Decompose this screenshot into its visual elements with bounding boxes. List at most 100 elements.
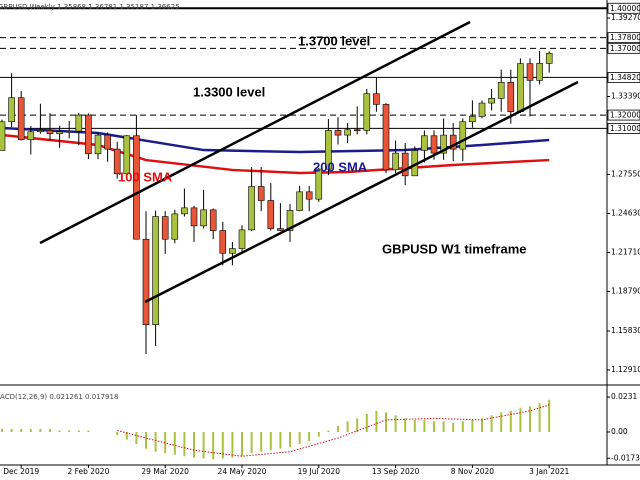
- macd-bar: [49, 428, 51, 433]
- candle-body: [27, 131, 35, 141]
- candle-body: [257, 186, 265, 201]
- candle-body: [545, 53, 553, 64]
- level-label-box: [607, 42, 640, 54]
- level-label-box: [607, 109, 640, 121]
- candle-body: [17, 97, 25, 141]
- macd-bar: [413, 419, 416, 433]
- macd-bar: [87, 430, 90, 433]
- candle-body: [382, 104, 390, 171]
- candle-body: [536, 63, 543, 81]
- macd-bar: [241, 432, 243, 457]
- candle-body: [296, 191, 303, 211]
- sma-label: 200 SMA: [313, 159, 368, 174]
- candle-body: [459, 121, 467, 150]
- candle-body: [238, 229, 246, 249]
- y-tick-label: 1.39270: [611, 13, 640, 22]
- candle-body: [497, 82, 505, 99]
- candle-body: [190, 207, 198, 227]
- y-tick-label: 1.24630: [611, 208, 640, 217]
- x-tick-label: 24 May 2020: [218, 467, 267, 476]
- macd-bar: [260, 432, 263, 452]
- macd-bar: [298, 432, 301, 445]
- level-label: 1.32000: [610, 111, 640, 120]
- candle-body: [0, 121, 6, 151]
- macd-bar: [221, 432, 224, 459]
- macd-bar: [365, 413, 368, 433]
- macd-bar: [337, 425, 339, 433]
- candle-body: [85, 114, 92, 155]
- macd-bar: [20, 428, 23, 433]
- candle-body: [181, 207, 188, 215]
- candle-body: [334, 130, 342, 136]
- candle-body: [171, 213, 179, 240]
- macd-bar: [10, 428, 13, 433]
- macd-bar: [164, 432, 167, 454]
- candle-body: [277, 228, 284, 231]
- level-label: 1.31000: [610, 124, 640, 133]
- y-tick-label: 1.18790: [611, 286, 640, 295]
- x-tick-label: 29 Mar 2020: [141, 467, 189, 476]
- candle-body: [104, 134, 111, 150]
- macd-bar: [490, 415, 493, 433]
- level-label: 1.37000: [610, 44, 640, 53]
- level-label: 1.34820: [610, 73, 640, 82]
- candle-body: [315, 168, 323, 200]
- candle-body: [353, 129, 361, 132]
- chart-title: GBPUSD,Weekly 1.35868 1.36781 1.35187 1.…: [0, 3, 180, 11]
- candle-body: [488, 98, 495, 104]
- candle-body: [123, 135, 131, 175]
- y-tick-label: 1.12910: [611, 365, 640, 374]
- macd-signal: [117, 404, 550, 457]
- macd-bar: [461, 421, 464, 433]
- x-tick-label: 8 Nov 2020: [451, 467, 494, 476]
- x-tick-label: 19 Jul 2020: [298, 467, 341, 476]
- y-tick-label: 1.21710: [611, 247, 640, 256]
- macd-bar: [250, 432, 253, 454]
- candle-body: [363, 93, 371, 131]
- x-tick-label: 2 Feb 2020: [67, 467, 109, 476]
- candle-body: [469, 116, 476, 123]
- macd-bar: [500, 412, 503, 433]
- macd-bar: [308, 432, 311, 442]
- candle-body: [142, 238, 150, 325]
- macd-title: MACD(12,26,9) 0.021261 0.017918: [0, 393, 118, 401]
- level-label: 1.37800: [610, 33, 640, 42]
- macd-bar: [375, 410, 378, 433]
- x-tick-label: Dec 2019: [3, 467, 39, 476]
- macd-bar: [1, 428, 3, 433]
- macd-bar: [269, 432, 272, 451]
- level-label-box: [607, 32, 640, 44]
- candle-body: [75, 114, 83, 132]
- macd-bar: [193, 432, 195, 458]
- macd-bar: [433, 421, 435, 433]
- sma-label: 100 SMA: [118, 169, 173, 184]
- candle-body: [517, 63, 524, 113]
- x-tick-label: 13 Sep 2020: [372, 467, 420, 476]
- y-tick-label: 1.33390: [611, 92, 640, 101]
- macd-bar: [327, 430, 330, 433]
- macd-bar: [231, 432, 234, 458]
- macd-bar: [529, 406, 531, 433]
- macd-bar: [183, 432, 186, 457]
- candle-body: [56, 131, 63, 135]
- candle-body: [526, 63, 534, 81]
- y-tick-label: 1.15830: [611, 326, 640, 335]
- level-label-box: [607, 72, 640, 83]
- candle-body: [133, 135, 140, 240]
- candle-body: [94, 134, 102, 155]
- macd-bar: [39, 428, 42, 433]
- candle-body: [65, 130, 73, 133]
- candle-body: [440, 134, 447, 154]
- candle-body: [286, 210, 294, 231]
- candle-body: [449, 134, 457, 150]
- candle-body: [267, 200, 275, 229]
- macd-bar: [356, 418, 359, 433]
- annotation: GBPUSD W1 timeframe: [382, 241, 526, 256]
- price-panel: [0, 7, 607, 355]
- macd-bar: [385, 412, 387, 433]
- candle-body: [373, 93, 380, 105]
- candle-body: [200, 209, 207, 227]
- macd-bar: [125, 432, 128, 440]
